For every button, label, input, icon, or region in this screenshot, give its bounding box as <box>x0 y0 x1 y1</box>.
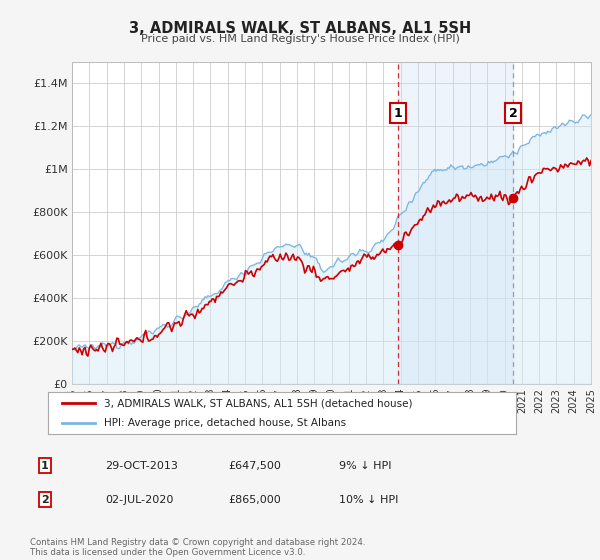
Text: 3, ADMIRALS WALK, ST ALBANS, AL1 5SH (detached house): 3, ADMIRALS WALK, ST ALBANS, AL1 5SH (de… <box>104 398 413 408</box>
Text: 1: 1 <box>41 461 49 471</box>
Text: Contains HM Land Registry data © Crown copyright and database right 2024.
This d: Contains HM Land Registry data © Crown c… <box>30 538 365 557</box>
Text: Price paid vs. HM Land Registry's House Price Index (HPI): Price paid vs. HM Land Registry's House … <box>140 34 460 44</box>
Text: 1: 1 <box>394 106 402 120</box>
Bar <box>398 62 513 384</box>
Text: 29-OCT-2013: 29-OCT-2013 <box>105 461 178 471</box>
Text: 2: 2 <box>41 494 49 505</box>
Text: 10% ↓ HPI: 10% ↓ HPI <box>339 494 398 505</box>
Text: 3, ADMIRALS WALK, ST ALBANS, AL1 5SH: 3, ADMIRALS WALK, ST ALBANS, AL1 5SH <box>129 21 471 36</box>
Text: £647,500: £647,500 <box>228 461 281 471</box>
Text: 02-JUL-2020: 02-JUL-2020 <box>105 494 173 505</box>
Text: HPI: Average price, detached house, St Albans: HPI: Average price, detached house, St A… <box>104 418 346 428</box>
Text: 2: 2 <box>509 106 518 120</box>
Text: £865,000: £865,000 <box>228 494 281 505</box>
Text: 9% ↓ HPI: 9% ↓ HPI <box>339 461 391 471</box>
